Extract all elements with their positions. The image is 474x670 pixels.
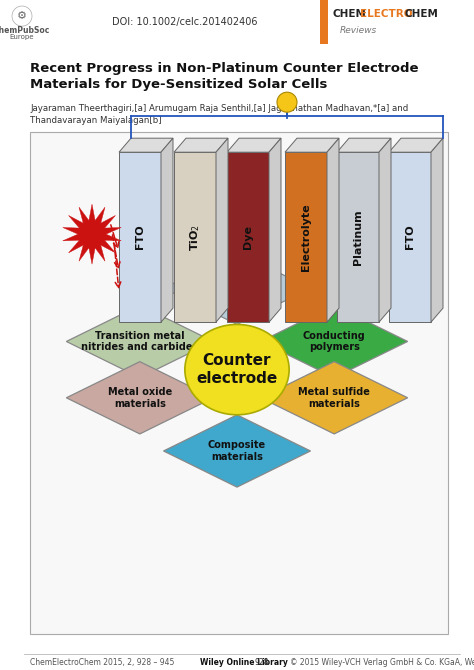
Text: ChemPubSoc: ChemPubSoc: [0, 25, 50, 35]
Text: Electrolyte: Electrolyte: [301, 203, 311, 271]
Polygon shape: [261, 362, 408, 434]
Text: Metal oxide
materials: Metal oxide materials: [108, 387, 172, 409]
Polygon shape: [337, 152, 379, 322]
Polygon shape: [174, 152, 216, 322]
Polygon shape: [337, 138, 391, 152]
Text: CHEM: CHEM: [405, 9, 439, 19]
Polygon shape: [389, 152, 431, 322]
Text: Platinum: Platinum: [353, 209, 363, 265]
Polygon shape: [285, 138, 339, 152]
Text: Composite
materials: Composite materials: [208, 440, 266, 462]
Polygon shape: [164, 415, 310, 487]
Polygon shape: [66, 362, 213, 434]
Polygon shape: [66, 306, 213, 378]
Polygon shape: [269, 138, 281, 322]
Polygon shape: [164, 252, 310, 324]
Text: TiO$_2$: TiO$_2$: [188, 224, 202, 251]
Text: 928: 928: [255, 657, 269, 667]
Text: ELECTRO: ELECTRO: [360, 9, 412, 19]
Text: DOI: 10.1002/celc.201402406: DOI: 10.1002/celc.201402406: [112, 17, 258, 27]
Text: Transition metal
nitrides and carbides: Transition metal nitrides and carbides: [81, 331, 199, 352]
FancyBboxPatch shape: [30, 132, 448, 634]
Text: FTO: FTO: [135, 225, 145, 249]
Text: Dye: Dye: [243, 225, 253, 249]
Text: Materials for Dye-Sensitized Solar Cells: Materials for Dye-Sensitized Solar Cells: [30, 78, 328, 91]
Text: © 2015 Wiley-VCH Verlag GmbH & Co. KGaA, Weinheim: © 2015 Wiley-VCH Verlag GmbH & Co. KGaA,…: [290, 657, 474, 667]
Polygon shape: [119, 152, 161, 322]
Text: CHEM: CHEM: [333, 9, 367, 19]
Text: Jayaraman Theerthagiri,[a] Arumugam Raja Senthil,[a] Jagannathan Madhavan,*[a] a: Jayaraman Theerthagiri,[a] Arumugam Raja…: [30, 105, 408, 113]
Polygon shape: [119, 138, 173, 152]
Text: Metal sulfide
materials: Metal sulfide materials: [298, 387, 370, 409]
Text: Reviews: Reviews: [340, 25, 377, 35]
Ellipse shape: [185, 324, 289, 415]
Polygon shape: [379, 138, 391, 322]
Polygon shape: [227, 152, 269, 322]
Circle shape: [12, 6, 32, 26]
Text: Conducting
polymers: Conducting polymers: [303, 331, 365, 352]
Text: FTO: FTO: [405, 225, 415, 249]
Polygon shape: [63, 204, 121, 264]
Text: Europe: Europe: [10, 34, 34, 40]
Text: Thandavarayan Maiyalagan[b]: Thandavarayan Maiyalagan[b]: [30, 116, 162, 125]
Polygon shape: [227, 138, 281, 152]
Circle shape: [277, 92, 297, 112]
Text: ⚙: ⚙: [17, 11, 27, 21]
Polygon shape: [216, 138, 228, 322]
Text: Recent Progress in Non-Platinum Counter Electrode: Recent Progress in Non-Platinum Counter …: [30, 62, 419, 75]
Polygon shape: [431, 138, 443, 322]
Polygon shape: [327, 138, 339, 322]
Text: Wiley Online Library: Wiley Online Library: [200, 657, 288, 667]
Polygon shape: [389, 138, 443, 152]
Text: ChemElectroChem 2015, 2, 928 – 945: ChemElectroChem 2015, 2, 928 – 945: [30, 657, 174, 667]
Bar: [320, 0, 328, 44]
Polygon shape: [161, 138, 173, 322]
Polygon shape: [174, 138, 228, 152]
Polygon shape: [285, 152, 327, 322]
Text: Carbon based
materials: Carbon based materials: [199, 277, 275, 299]
Polygon shape: [261, 306, 408, 378]
Text: Counter
electrode: Counter electrode: [196, 354, 278, 386]
